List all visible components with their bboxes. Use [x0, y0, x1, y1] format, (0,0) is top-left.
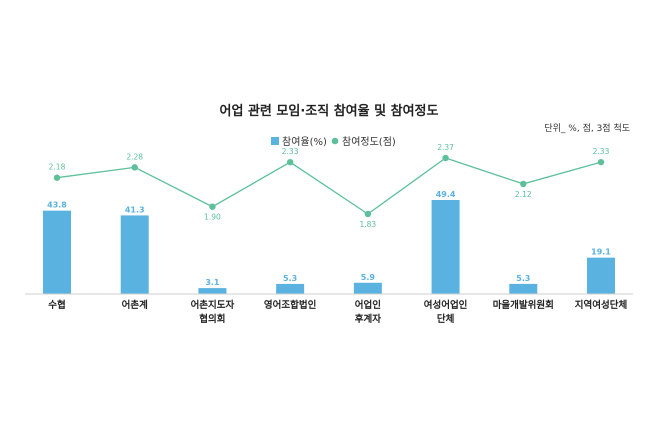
chart-title: 어업 관련 모임·조직 참여율 및 참여정도 — [220, 103, 439, 119]
bar — [198, 288, 227, 294]
line-point — [364, 210, 372, 218]
category-label: 영어조합법인 — [264, 299, 316, 311]
category-label: 후계자 — [355, 313, 381, 325]
category-label: 어업인 — [355, 299, 381, 311]
category-label: 마을개발위원회 — [493, 299, 554, 311]
line-point — [209, 203, 216, 210]
line-point — [520, 180, 527, 188]
line-value-label: 1.90 — [204, 213, 221, 222]
category-label: 단체 — [437, 313, 454, 325]
line-value-label: 2.37 — [437, 143, 454, 152]
line-path — [56, 157, 602, 215]
bar-value-label: 5.3 — [516, 274, 530, 283]
bar-value-label: 3.1 — [205, 278, 220, 287]
bar — [509, 283, 538, 294]
line-point — [53, 174, 61, 181]
legend-bar-label: 참여율(%) — [282, 136, 327, 148]
bar-value-label: 49.4 — [436, 190, 456, 199]
line-point — [597, 158, 605, 166]
line-value-label: 2.33 — [593, 147, 610, 156]
line-value-label: 2.33 — [282, 147, 299, 156]
bar-value-label: 41.3 — [125, 205, 145, 214]
line-value-label: 1.83 — [360, 220, 377, 229]
bar — [120, 215, 149, 294]
bar — [431, 200, 460, 294]
line-point — [131, 164, 138, 171]
line-series: 2.18 2.28 1.90 2.33 1.83 2.37 2.12 2.33 — [49, 143, 610, 229]
line-point — [286, 158, 294, 166]
bar-value-label: 5.9 — [361, 273, 376, 282]
bar — [587, 257, 615, 294]
bar-series: 43.8 41.3 3.1 5.3 5.9 49.4 5.3 19.1 — [43, 190, 615, 294]
category-label: 수협 — [48, 299, 65, 311]
bar-value-label: 5.3 — [283, 274, 297, 283]
legend-line-swatch — [331, 137, 339, 145]
bar-value-label: 43.8 — [47, 201, 67, 210]
category-label: 어촌지도자 — [191, 299, 235, 311]
line-point — [442, 154, 449, 162]
line-value-label: 2.18 — [49, 163, 66, 172]
bar — [43, 210, 71, 294]
legend: 참여율(%) 참여정도(점) — [271, 136, 396, 148]
category-label: 여성어업인 — [424, 299, 468, 311]
bar — [353, 282, 382, 294]
unit-note: 단위_ %, 점, 3점 척도 — [544, 122, 630, 134]
line-value-label: 2.12 — [515, 190, 532, 199]
legend-line-label: 참여정도(점) — [342, 136, 396, 148]
category-label: 협의회 — [199, 313, 225, 325]
category-label: 어촌계 — [122, 299, 148, 311]
line-value-label: 2.28 — [126, 152, 143, 161]
category-label: 지역여성단체 — [575, 299, 627, 311]
bar — [276, 283, 305, 294]
legend-bar-swatch — [271, 137, 279, 145]
bar-value-label: 19.1 — [591, 248, 611, 257]
